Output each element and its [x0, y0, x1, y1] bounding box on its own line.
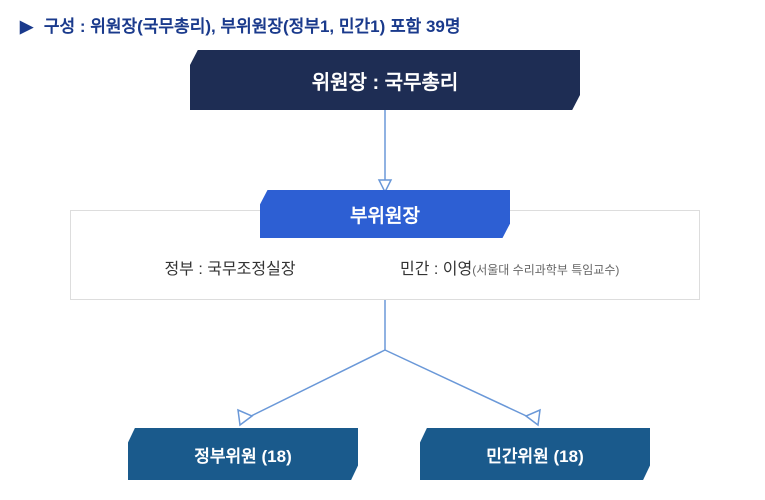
vice-civil-text: 민간 : 이영(서울대 수리과학부 특임교수) — [400, 255, 700, 279]
civil-members-label: 민간위원 (18) — [486, 442, 584, 467]
vice-civil-name: 이영 — [443, 261, 472, 278]
vice-chair-label: 부위원장 — [350, 201, 420, 228]
vice-civil-detail: (서울대 수리과학부 특임교수) — [472, 263, 619, 277]
gov-members-box: 정부위원 (18) — [128, 428, 358, 480]
gov-members-label: 정부위원 (18) — [194, 442, 292, 467]
chair-box: 위원장 : 국무총리 — [190, 50, 580, 110]
header-marker: ▶ — [20, 17, 33, 36]
civil-members-box: 민간위원 (18) — [420, 428, 650, 480]
vice-gov-prefix: 정부 : — [164, 261, 207, 278]
chair-label: 위원장 : 국무총리 — [312, 66, 459, 95]
vice-gov-name: 국무조정실장 — [207, 261, 295, 278]
vice-gov-text: 정부 : 국무조정실장 — [100, 255, 360, 279]
vice-civil-prefix: 민간 : — [400, 261, 443, 278]
vice-chair-box: 부위원장 — [260, 190, 510, 238]
header-text: 구성 : 위원장(국무총리), 부위원장(정부1, 민간1) 포함 39명 — [44, 17, 461, 36]
